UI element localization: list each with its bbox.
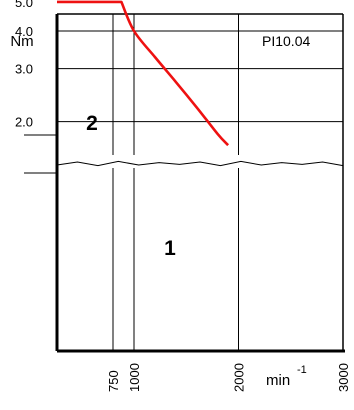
chart-annotation: PI10.04 <box>262 33 310 49</box>
grid-layer <box>24 14 343 351</box>
x-axis-unit-label: min <box>266 372 290 389</box>
y-tick-label: 4.0 <box>15 24 33 39</box>
y-tick-label: 2.0 <box>15 115 33 130</box>
x-tick-label: 750 <box>106 370 121 392</box>
series-2-curve <box>57 0 230 147</box>
series-label-1: 1 <box>164 237 176 260</box>
axis-break-layer <box>56 155 344 168</box>
series-layer <box>57 0 230 147</box>
x-axis-unit-exponent: -1 <box>297 364 307 376</box>
axis-break-zigzag <box>56 160 344 167</box>
x-tick-label: 1000 <box>127 363 142 392</box>
y-tick-label: 5.0 <box>15 0 33 10</box>
label-layer: Nm PI10.04 min -1 2 1 <box>10 33 310 389</box>
series-label-2: 2 <box>86 112 98 135</box>
x-tick-label: 2000 <box>232 363 247 392</box>
axis-layer: 5.04.03.02.01.51.00.5750100020003000 <box>15 0 351 392</box>
x-tick-label: 3000 <box>336 363 351 392</box>
y-axis-unit-label: Nm <box>10 33 33 50</box>
y-tick-label: 3.0 <box>15 62 33 77</box>
axis-break-gap <box>59 155 342 168</box>
